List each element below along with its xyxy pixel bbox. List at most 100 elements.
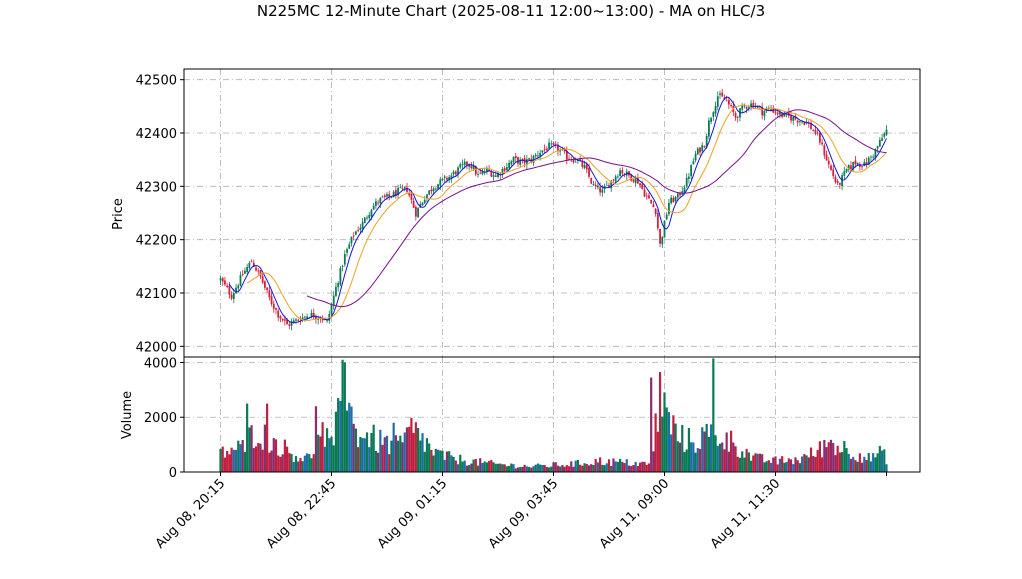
candle-body [230, 294, 233, 299]
candle-body [512, 157, 515, 163]
candle-body [632, 179, 635, 182]
candle-body [315, 316, 317, 319]
price-y-axis: 42000 42100 42200 42300 42400 42500 [136, 74, 184, 355]
candle-body [692, 161, 695, 165]
candle-body [727, 100, 730, 105]
volume-bar [308, 454, 311, 472]
candle-body [264, 281, 266, 288]
volume-bar [594, 458, 597, 472]
candle-body [710, 118, 713, 122]
candle-body [759, 106, 761, 108]
volume-bar [798, 463, 802, 472]
candle-body [472, 166, 475, 170]
candle-body [275, 308, 277, 310]
volume-bar [765, 461, 768, 472]
candle-body [452, 171, 455, 175]
volume-bar [783, 462, 786, 472]
volume-bar [778, 458, 782, 472]
volume-bar [667, 412, 671, 472]
volume-bar [274, 439, 278, 472]
volume-bar [299, 458, 302, 472]
volume-bar [330, 436, 333, 472]
volume-bar [787, 458, 790, 472]
volume-bar [514, 468, 517, 472]
volume-bar [496, 463, 500, 472]
volume-bar [499, 463, 502, 472]
volume-bar [290, 453, 293, 472]
candle-body [652, 204, 655, 208]
volume-bar [357, 447, 360, 472]
candle-body [703, 146, 706, 148]
volume-bar [463, 460, 466, 472]
candle-body [246, 267, 249, 273]
volume-bar [718, 443, 722, 472]
volume-bar [581, 465, 584, 472]
candle-body [776, 112, 779, 115]
volume-bar [678, 442, 682, 472]
candle-body [843, 171, 846, 176]
volume-bar [829, 439, 833, 472]
volume-bar [727, 451, 730, 472]
volume-tick-label: 0 [169, 466, 177, 481]
candle-body [827, 160, 830, 165]
volume-bar [632, 465, 635, 472]
volume-bar [345, 410, 349, 472]
volume-bar [297, 461, 300, 472]
volume-bar [556, 465, 560, 472]
volume-bar [372, 424, 375, 472]
candle-body [454, 171, 457, 175]
volume-bar [743, 457, 746, 472]
candle-body [446, 177, 448, 180]
volume-bar [579, 464, 582, 472]
candle-body [301, 317, 304, 321]
candle-body [537, 155, 539, 157]
candle-body [326, 320, 328, 322]
volume-bar [576, 459, 580, 472]
volume-bar [845, 448, 848, 472]
candle-body [799, 121, 801, 123]
candle-body [790, 115, 792, 121]
volume-bar [536, 463, 540, 472]
candle-body [794, 116, 797, 120]
candle-body [863, 161, 866, 167]
volume-bar [698, 448, 702, 472]
candle-body [261, 276, 264, 283]
volume-bar [812, 456, 815, 472]
volume-bar [636, 466, 639, 472]
candle-body [557, 145, 559, 152]
candle-body [767, 108, 770, 110]
candle-body [734, 113, 737, 118]
candle-body [457, 167, 459, 175]
volume-bar [268, 452, 271, 472]
volume-bar [774, 456, 777, 472]
volume-bar [701, 427, 704, 472]
volume-axis-label: Volume [120, 391, 135, 439]
volume-bar [525, 466, 528, 472]
candle-body [379, 197, 382, 204]
volume-bar [672, 415, 675, 472]
volume-bar [607, 459, 611, 472]
volume-bar [241, 439, 244, 472]
volume-bar [852, 456, 855, 472]
volume-grid [184, 357, 920, 472]
candle-body [341, 266, 344, 267]
volume-bar [641, 461, 644, 472]
volume-bar [756, 453, 759, 472]
candle-body [661, 236, 664, 245]
candle-body [610, 180, 613, 189]
candle-body [701, 145, 704, 152]
candle-body [743, 105, 746, 107]
volume-bar [596, 462, 599, 472]
volume-bar [834, 455, 837, 472]
volume-bar [443, 459, 446, 472]
volume-bar [769, 462, 773, 472]
volume-bar [377, 452, 380, 472]
volume-bar [838, 452, 841, 472]
volume-bar [399, 435, 402, 472]
volume-bar [541, 464, 544, 472]
candle-body [528, 158, 530, 160]
volume-bar [332, 445, 335, 472]
candle-body [219, 278, 222, 281]
candle-body [679, 193, 681, 196]
volume-bar [532, 466, 535, 472]
